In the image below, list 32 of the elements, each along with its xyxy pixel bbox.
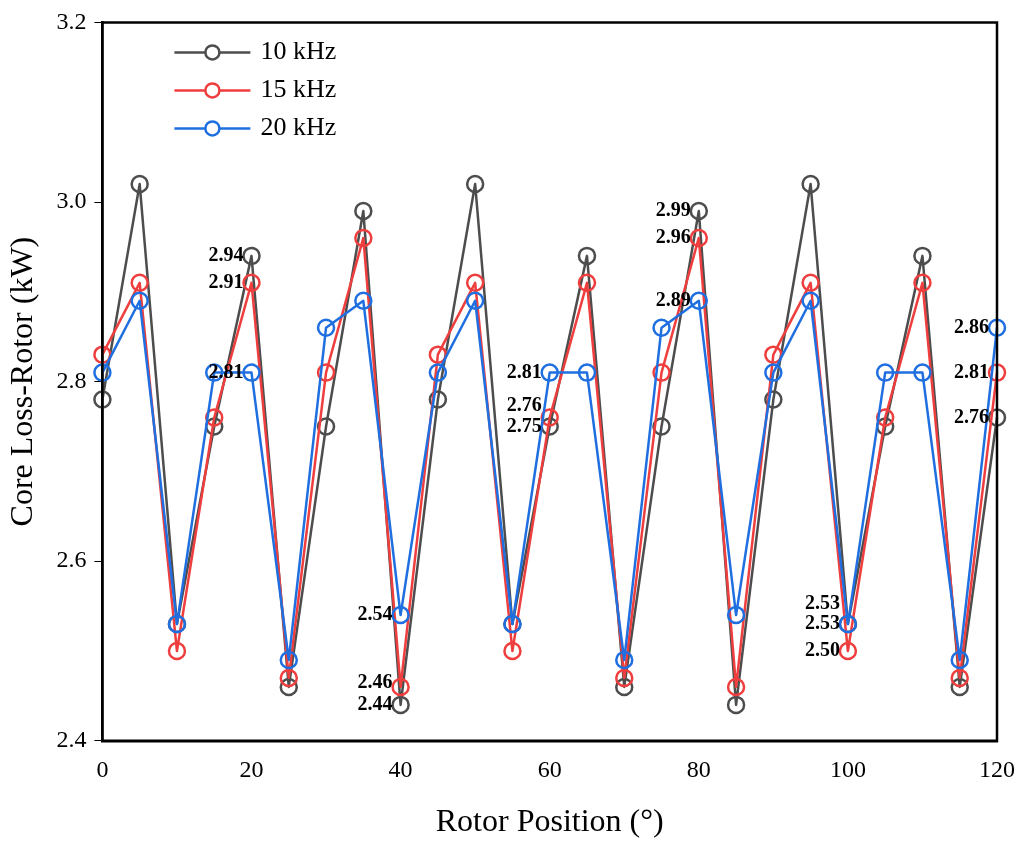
x-tick-label: 120 — [979, 756, 1015, 783]
data-label: 2.99 — [655, 198, 691, 221]
y-tick-label: 2.6 — [56, 546, 87, 573]
data-label: 2.53 — [804, 591, 840, 614]
x-axis-title: Rotor Position (°) — [435, 802, 664, 839]
data-label: 2.91 — [208, 269, 244, 292]
y-tick-label: 2.4 — [56, 726, 87, 753]
legend-label: 15 kHz — [260, 74, 337, 104]
y-tick-label: 2.8 — [56, 366, 87, 393]
data-label: 2.81 — [954, 359, 989, 382]
data-label: 2.44 — [357, 692, 393, 715]
data-label: 2.75 — [506, 413, 542, 436]
data-label: 2.46 — [357, 670, 393, 693]
x-tick-label: 60 — [537, 756, 562, 783]
data-label: 2.76 — [506, 392, 542, 415]
data-label: 2.96 — [655, 225, 691, 248]
x-tick-label: 20 — [239, 756, 264, 783]
data-label: 2.53 — [804, 611, 840, 634]
y-axis-title: Core Loss-Rotor (kW) — [2, 236, 39, 527]
y-tick-label: 3.0 — [56, 187, 87, 214]
data-label: 2.81 — [506, 359, 542, 382]
x-tick-label: 100 — [829, 756, 866, 783]
x-tick-label: 80 — [686, 756, 711, 783]
x-tick-label: 0 — [96, 756, 109, 783]
x-tick-label: 40 — [388, 756, 413, 783]
data-label: 2.94 — [208, 243, 244, 266]
y-tick-label: 3.2 — [56, 7, 87, 34]
legend-label: 10 kHz — [260, 36, 337, 66]
data-label: 2.86 — [954, 314, 989, 337]
data-label: 2.50 — [804, 638, 840, 661]
data-label: 2.54 — [357, 602, 393, 625]
legend-label: 20 kHz — [260, 112, 337, 142]
